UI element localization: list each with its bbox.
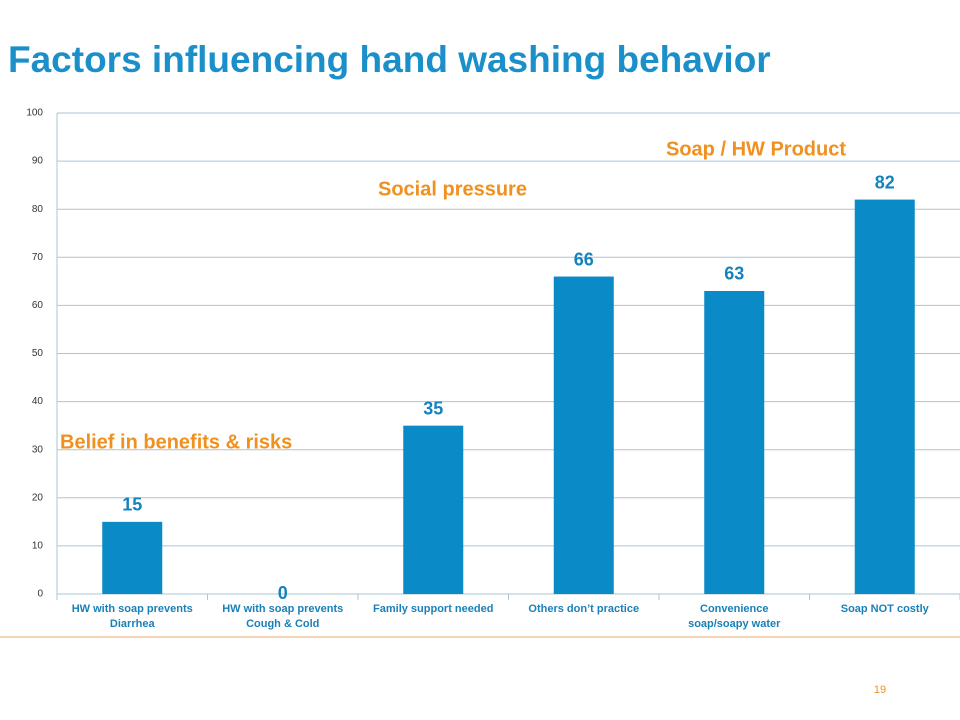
data-label: 35 [423,398,443,418]
x-tick-label: Others don’t practice [528,603,639,615]
annotation: Belief in benefits & risks [60,431,292,453]
y-tick-label: 60 [32,300,44,311]
chart-title: Factors influencing hand washing behavio… [8,39,771,80]
y-tick-label: 10 [32,541,44,552]
y-tick-label: 80 [32,204,44,215]
data-label: 63 [724,264,744,284]
bar [553,276,614,594]
y-tick-label: 30 [32,444,44,455]
bar [704,290,765,594]
x-tick-label: HW with soap prevents Diarrhea [72,603,193,630]
data-label: 82 [875,172,895,192]
y-tick-label: 20 [32,492,44,503]
bar [403,425,464,594]
bar [854,199,915,594]
page-number: 19 [874,684,886,696]
x-tick-label: Convenience soap/soapy water [688,603,781,630]
bar [102,521,163,594]
data-label: 15 [122,495,142,515]
y-tick-label: 90 [32,156,44,167]
data-label: 66 [574,249,594,269]
annotation: Soap / HW Product [666,138,846,160]
x-tick-label: Soap NOT costly [841,603,930,615]
y-tick-label: 70 [32,252,44,263]
x-tick-label: Family support needed [373,603,493,615]
y-tick-label: 100 [26,108,43,119]
y-tick-label: 40 [32,396,44,407]
data-label: 0 [278,583,288,603]
annotation: Social pressure [378,178,527,200]
x-tick-label: HW with soap prevents Cough & Cold [222,603,343,630]
y-tick-label: 0 [37,589,43,600]
y-tick-label: 50 [32,348,44,359]
